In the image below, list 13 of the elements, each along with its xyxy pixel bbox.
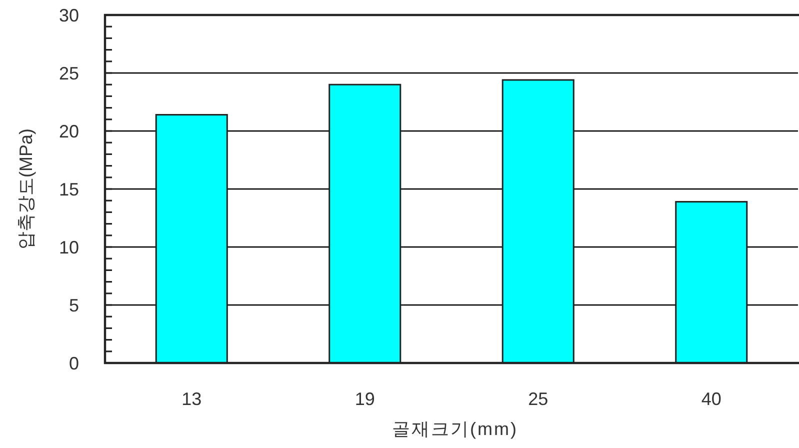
y-tick-label: 15 [58, 180, 79, 200]
x-tick-label: 25 [528, 389, 548, 409]
x-tick-label: 13 [182, 389, 202, 409]
y-tick-label: 20 [58, 122, 79, 142]
y-tick-label: 5 [68, 296, 79, 316]
x-tick-label: 19 [354, 389, 375, 409]
x-tick-label: 40 [701, 389, 722, 409]
x-axis-title: 골재크기(mm) [392, 419, 518, 439]
y-tick-label: 0 [68, 354, 79, 374]
y-tick-label: 10 [58, 238, 79, 258]
y-axis-title: 압축강도(MPa) [16, 128, 36, 250]
y-tick-label: 25 [58, 64, 79, 84]
y-tick-label: 30 [58, 6, 79, 26]
